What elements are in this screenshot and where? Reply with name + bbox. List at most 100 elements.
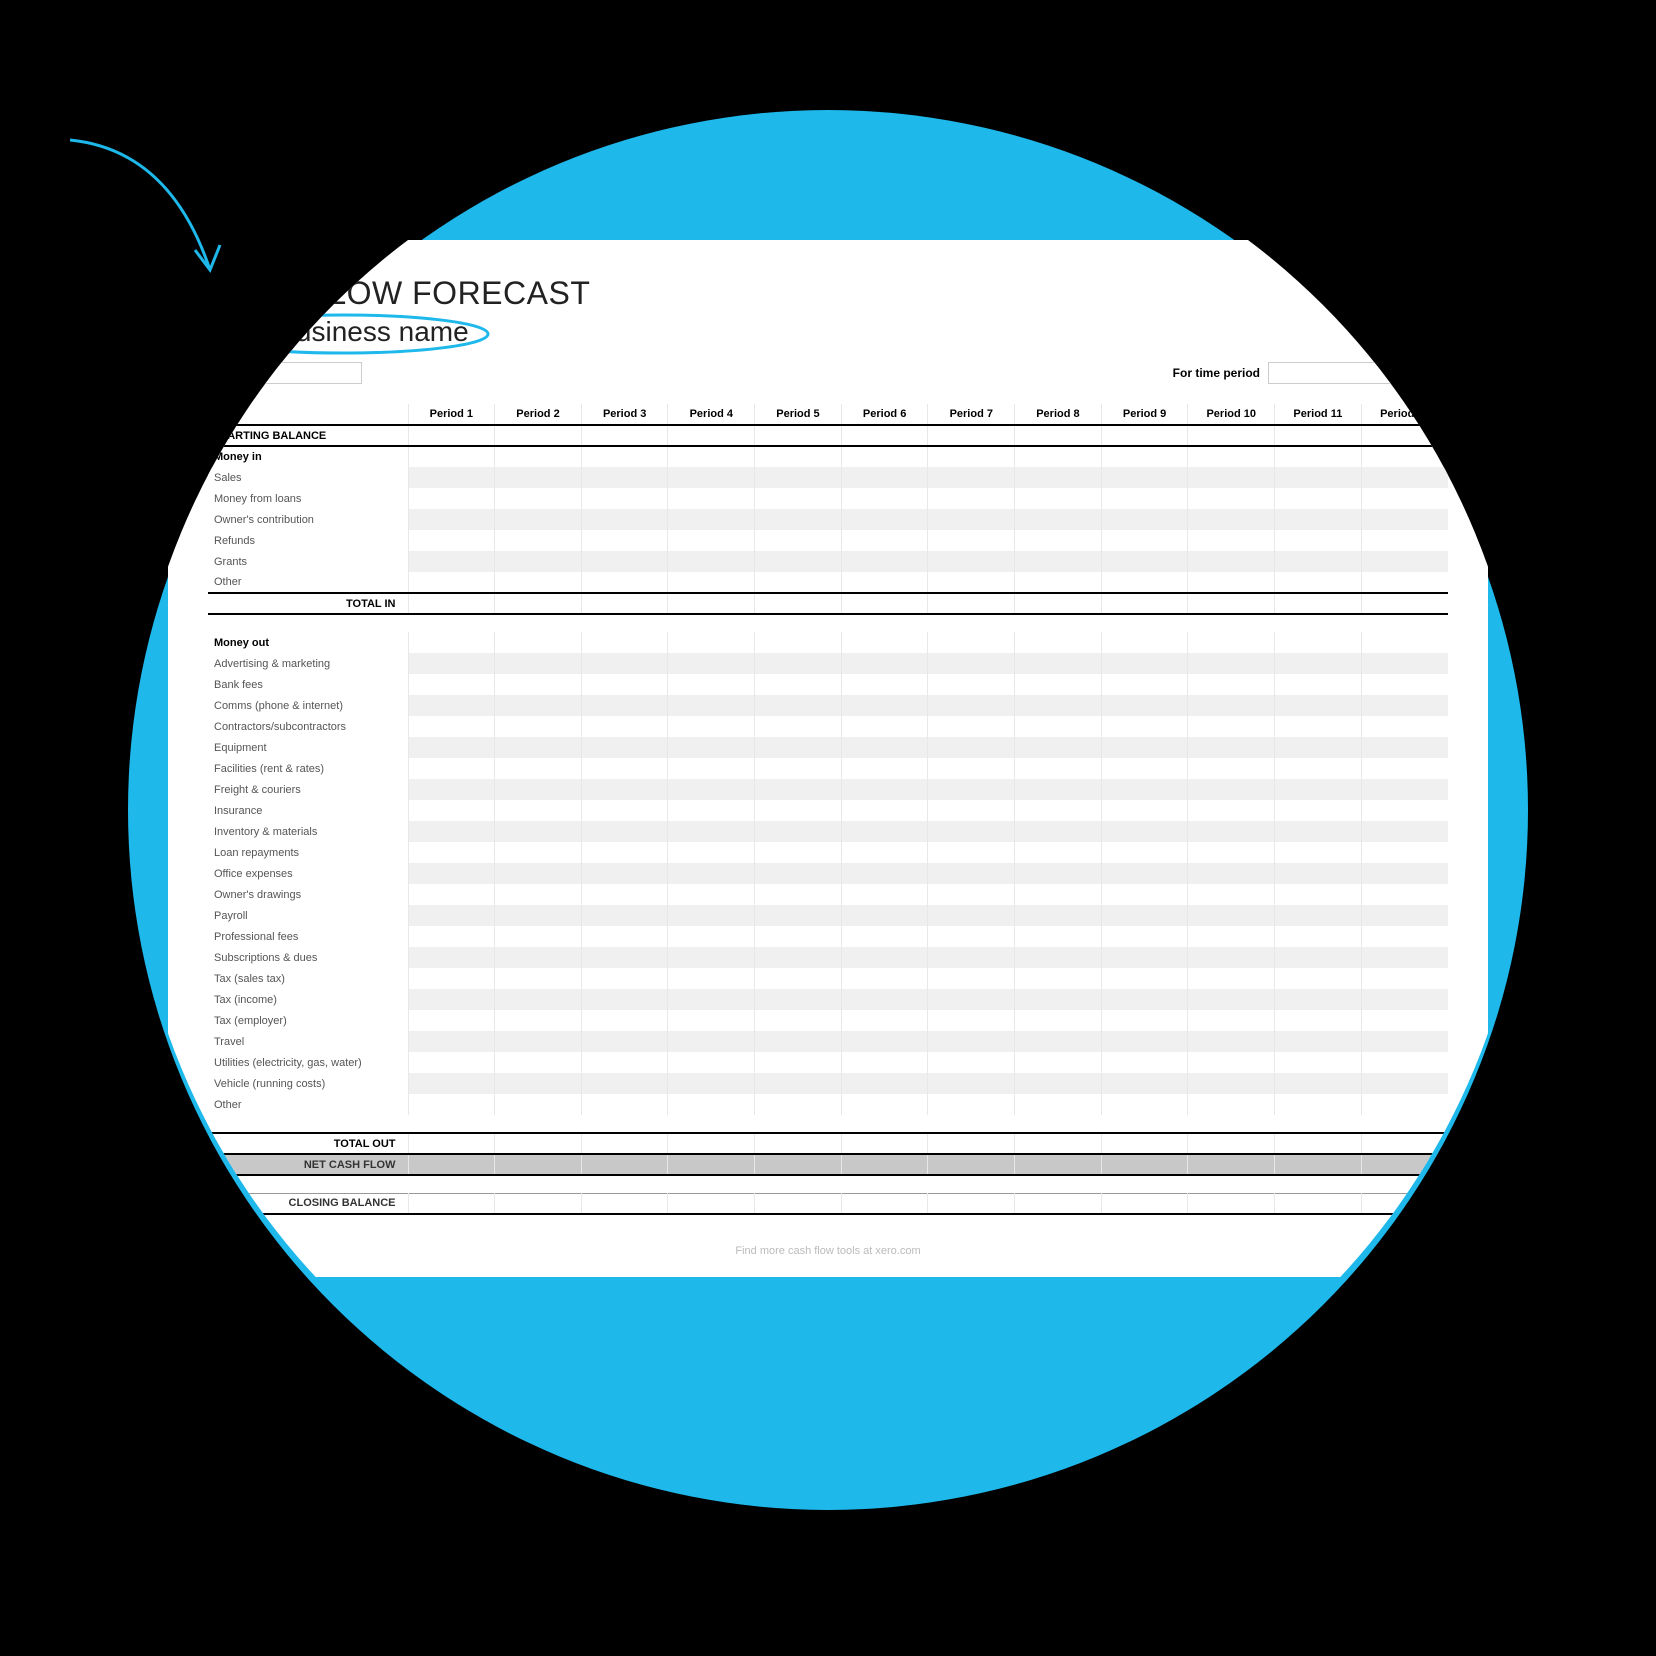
cell[interactable] xyxy=(841,779,928,800)
cell[interactable] xyxy=(1275,467,1362,488)
cell[interactable] xyxy=(408,842,495,863)
cell[interactable] xyxy=(408,1052,495,1073)
cell[interactable] xyxy=(1101,926,1188,947)
cell[interactable] xyxy=(581,653,668,674)
cell[interactable] xyxy=(495,716,582,737)
cell[interactable] xyxy=(495,1031,582,1052)
cell[interactable] xyxy=(841,737,928,758)
cell[interactable] xyxy=(668,779,755,800)
cell[interactable] xyxy=(668,737,755,758)
cell[interactable] xyxy=(1101,884,1188,905)
cell[interactable] xyxy=(1275,842,1362,863)
cell[interactable] xyxy=(495,653,582,674)
cell[interactable] xyxy=(1275,572,1362,593)
cell[interactable] xyxy=(408,1010,495,1031)
cell[interactable] xyxy=(1101,653,1188,674)
cell[interactable] xyxy=(668,989,755,1010)
cell[interactable] xyxy=(1361,467,1448,488)
cell[interactable] xyxy=(1361,653,1448,674)
cell[interactable] xyxy=(408,758,495,779)
cell[interactable] xyxy=(1361,716,1448,737)
cell[interactable] xyxy=(408,779,495,800)
cell[interactable] xyxy=(928,800,1015,821)
cell[interactable] xyxy=(668,674,755,695)
cell[interactable] xyxy=(581,716,668,737)
cell[interactable] xyxy=(1101,695,1188,716)
cell[interactable] xyxy=(668,926,755,947)
cell[interactable] xyxy=(1188,695,1275,716)
cell[interactable] xyxy=(1188,467,1275,488)
cell[interactable] xyxy=(928,737,1015,758)
cell[interactable] xyxy=(1101,530,1188,551)
cell[interactable] xyxy=(408,509,495,530)
cell[interactable] xyxy=(755,653,842,674)
cell[interactable] xyxy=(1015,842,1102,863)
cell[interactable] xyxy=(1015,905,1102,926)
cell[interactable] xyxy=(1275,968,1362,989)
cell[interactable] xyxy=(1015,674,1102,695)
cell[interactable] xyxy=(668,905,755,926)
cell[interactable] xyxy=(408,863,495,884)
cell[interactable] xyxy=(755,674,842,695)
cell[interactable] xyxy=(1361,1031,1448,1052)
cell[interactable] xyxy=(1015,653,1102,674)
cell[interactable] xyxy=(581,1052,668,1073)
cell[interactable] xyxy=(495,488,582,509)
date-input[interactable] xyxy=(242,362,362,384)
cell[interactable] xyxy=(408,800,495,821)
cell[interactable] xyxy=(668,800,755,821)
cell[interactable] xyxy=(408,716,495,737)
cell[interactable] xyxy=(1361,947,1448,968)
cell[interactable] xyxy=(581,947,668,968)
cell[interactable] xyxy=(1361,884,1448,905)
cell[interactable] xyxy=(1275,884,1362,905)
cell[interactable] xyxy=(1015,821,1102,842)
cell[interactable] xyxy=(581,530,668,551)
cell[interactable] xyxy=(1101,551,1188,572)
cell[interactable] xyxy=(408,821,495,842)
cell[interactable] xyxy=(755,488,842,509)
cell[interactable] xyxy=(841,653,928,674)
cell[interactable] xyxy=(581,695,668,716)
cell[interactable] xyxy=(928,572,1015,593)
cell[interactable] xyxy=(1361,551,1448,572)
cell[interactable] xyxy=(1015,968,1102,989)
cell[interactable] xyxy=(495,530,582,551)
cell[interactable] xyxy=(1101,863,1188,884)
cell[interactable] xyxy=(841,905,928,926)
cell[interactable] xyxy=(928,674,1015,695)
cell[interactable] xyxy=(755,1031,842,1052)
cell[interactable] xyxy=(841,821,928,842)
cell[interactable] xyxy=(1101,1094,1188,1115)
cell[interactable] xyxy=(1275,800,1362,821)
cell[interactable] xyxy=(1361,1094,1448,1115)
cell[interactable] xyxy=(668,488,755,509)
cell[interactable] xyxy=(1101,758,1188,779)
cell[interactable] xyxy=(1275,779,1362,800)
cell[interactable] xyxy=(928,1073,1015,1094)
cell[interactable] xyxy=(928,695,1015,716)
cell[interactable] xyxy=(408,1031,495,1052)
cell[interactable] xyxy=(408,926,495,947)
cell[interactable] xyxy=(1188,800,1275,821)
cell[interactable] xyxy=(841,884,928,905)
cell[interactable] xyxy=(1015,551,1102,572)
cell[interactable] xyxy=(841,1094,928,1115)
cell[interactable] xyxy=(668,884,755,905)
cell[interactable] xyxy=(1361,926,1448,947)
cell[interactable] xyxy=(1188,758,1275,779)
cell[interactable] xyxy=(581,821,668,842)
cell[interactable] xyxy=(1361,800,1448,821)
cell[interactable] xyxy=(668,947,755,968)
cell[interactable] xyxy=(755,758,842,779)
cell[interactable] xyxy=(1275,653,1362,674)
cell[interactable] xyxy=(755,968,842,989)
cell[interactable] xyxy=(1015,1010,1102,1031)
cell[interactable] xyxy=(1361,968,1448,989)
cell[interactable] xyxy=(928,1010,1015,1031)
cell[interactable] xyxy=(668,530,755,551)
cell[interactable] xyxy=(1188,926,1275,947)
cell[interactable] xyxy=(928,842,1015,863)
cell[interactable] xyxy=(495,572,582,593)
cell[interactable] xyxy=(668,572,755,593)
